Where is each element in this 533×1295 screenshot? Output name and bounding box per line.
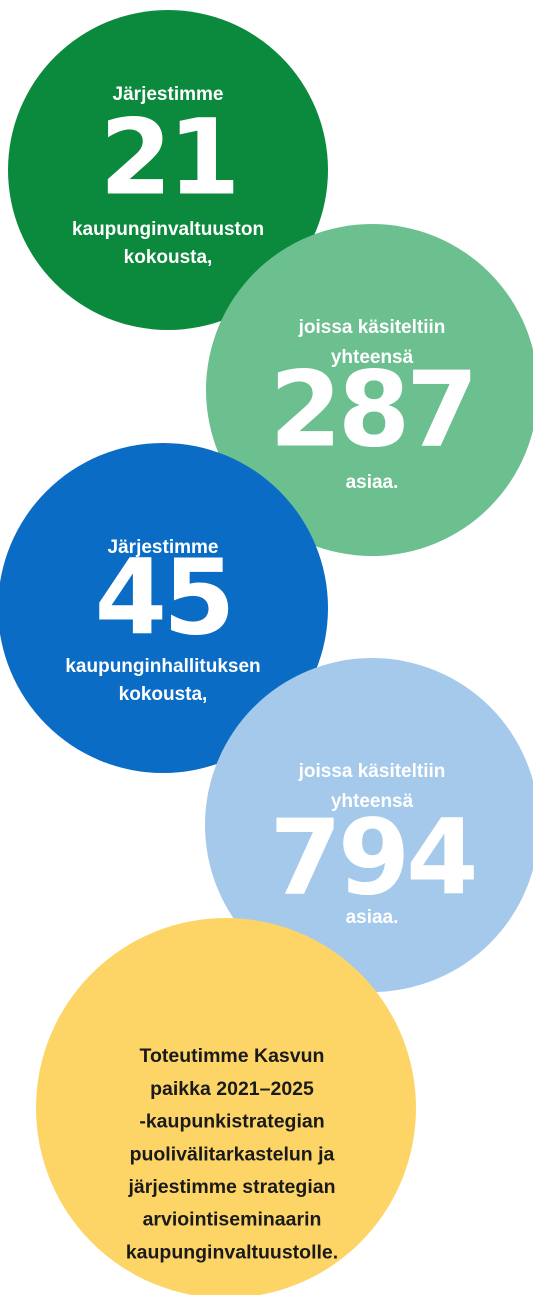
caption: asiaa. bbox=[346, 472, 399, 493]
statement-line: järjestimme strategian bbox=[127, 1176, 335, 1198]
caption: joissa käsiteltiin bbox=[298, 761, 446, 782]
big-number: 287 bbox=[269, 348, 474, 470]
statement-line: paikka 2021–2025 bbox=[150, 1078, 314, 1100]
caption: yhteensä bbox=[331, 347, 414, 368]
caption: kokousta, bbox=[119, 684, 208, 705]
caption: kaupunginhallituksen bbox=[65, 656, 260, 677]
statement-line: -kaupunkistrategian bbox=[139, 1111, 324, 1133]
caption: Järjestimme bbox=[108, 537, 219, 558]
statement-line: arviointiseminaarin bbox=[143, 1209, 322, 1231]
statement-line: puolivälitarkastelun ja bbox=[130, 1143, 335, 1165]
statement-line: Toteutimme Kasvun bbox=[140, 1045, 325, 1067]
caption: kokousta, bbox=[124, 247, 213, 268]
circle-board bbox=[0, 443, 328, 773]
caption: joissa käsiteltiin bbox=[298, 317, 446, 338]
caption: Järjestimme bbox=[113, 84, 224, 105]
caption: yhteensä bbox=[331, 791, 414, 812]
big-number: 21 bbox=[100, 96, 237, 218]
circle-board-items bbox=[205, 658, 533, 992]
circle-council-items bbox=[206, 224, 533, 556]
statement-line: kaupunginvaltuustolle. bbox=[126, 1241, 338, 1263]
caption: kaupunginvaltuuston bbox=[72, 219, 264, 240]
circle-council bbox=[8, 10, 328, 330]
big-number: 45 bbox=[95, 536, 232, 658]
big-number: 794 bbox=[269, 796, 474, 918]
circle-strategy bbox=[36, 918, 416, 1295]
caption: asiaa. bbox=[346, 907, 399, 928]
